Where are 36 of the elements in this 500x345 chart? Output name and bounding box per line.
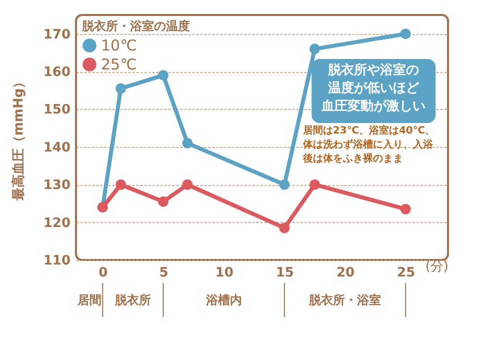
x-tick-label: 0	[98, 266, 108, 280]
y-tick-label: 110	[43, 254, 70, 268]
y-tick-label: 150	[43, 102, 70, 118]
y-tick-label: 170	[43, 27, 70, 42]
point	[279, 222, 290, 234]
point	[158, 70, 168, 81]
point	[309, 44, 320, 54]
legend-label: 10℃	[101, 36, 137, 54]
x-tick-label: 5	[159, 266, 168, 280]
text: 浴槽内	[204, 293, 242, 307]
x-axis-title: (分)	[425, 260, 448, 274]
text: 脱衣所	[114, 293, 151, 307]
point	[279, 179, 290, 190]
point	[400, 28, 411, 40]
annotation: 居間は23℃、浴室は40℃、体は洗わず浴槽に入り、入浴後は体をふき裸のまま	[302, 124, 435, 164]
annotation: 脱衣所や浴室の温度が低いほど血圧変動が激しい	[320, 62, 426, 114]
y-tick-label: 130	[43, 178, 70, 194]
x-tick-label: 25	[397, 266, 416, 280]
point	[158, 196, 168, 207]
point	[116, 83, 126, 94]
point	[400, 204, 411, 214]
legend-label: 25℃	[101, 56, 137, 74]
legend-title: 脱衣所・浴室の温度	[81, 19, 190, 33]
point	[182, 138, 193, 148]
y-tick-label: 160	[43, 65, 70, 80]
x-tick-label: 10	[215, 266, 234, 280]
text: 脱衣所・浴室	[308, 293, 382, 307]
text: 居間	[76, 293, 102, 307]
point	[309, 179, 320, 190]
y-axis-title: 最高血圧（mmHg）	[10, 75, 26, 202]
x-tick-label: 15	[276, 266, 294, 280]
x-tick-label: 20	[336, 266, 355, 280]
y-tick-label: 120	[43, 216, 70, 231]
point	[182, 179, 193, 190]
point	[116, 179, 126, 190]
y-tick-label: 140	[43, 140, 70, 156]
